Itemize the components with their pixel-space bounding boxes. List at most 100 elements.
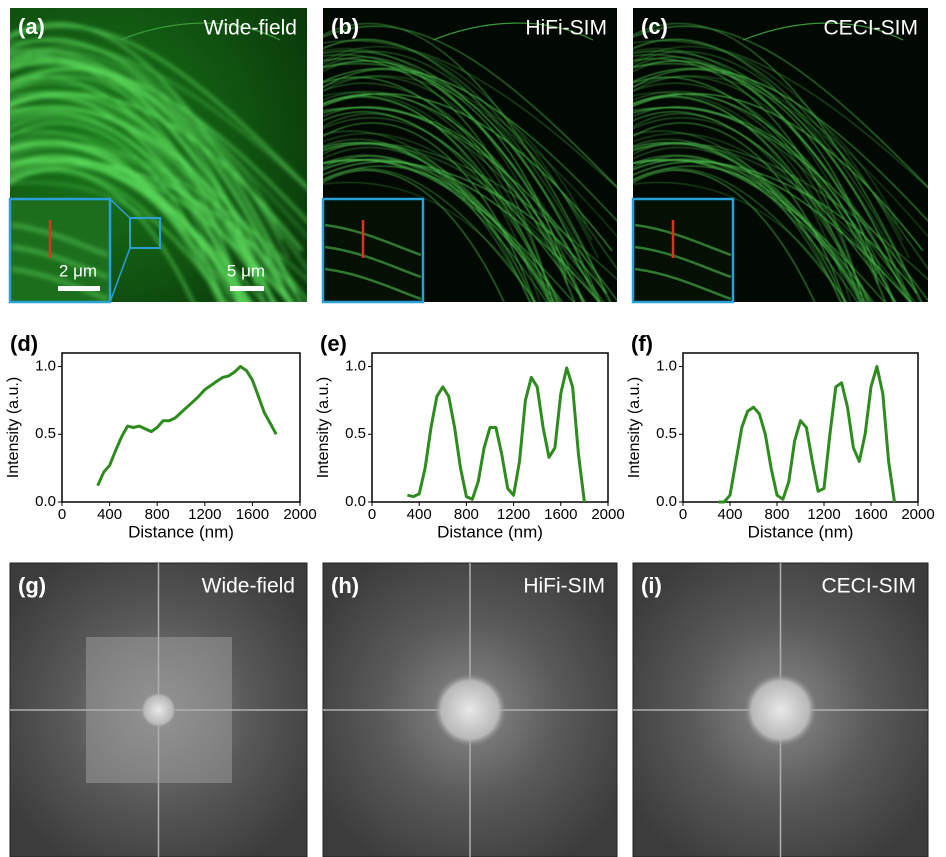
data-line xyxy=(96,365,278,487)
fiber xyxy=(10,39,307,190)
x-tick-label: 2000 xyxy=(283,506,316,523)
fiber xyxy=(633,122,846,302)
fiber xyxy=(633,56,911,302)
inset-fiber xyxy=(11,244,109,280)
fiber xyxy=(323,46,599,259)
fiber xyxy=(10,160,292,302)
x-tick-label: 800 xyxy=(764,506,789,523)
panel-label: (b) xyxy=(331,14,359,39)
fiber xyxy=(633,159,886,302)
fiber xyxy=(633,169,816,302)
fiber xyxy=(633,181,846,302)
fiber xyxy=(323,161,601,302)
fibers xyxy=(323,22,617,302)
inset-fiber xyxy=(324,223,422,257)
y-tick-label: 0.0 xyxy=(656,493,677,510)
x-axis-label: Distance (nm) xyxy=(128,522,234,541)
fibers xyxy=(10,22,307,302)
data-line xyxy=(718,365,896,504)
y-tick-label: 1.0 xyxy=(656,358,677,375)
fiber xyxy=(633,95,870,302)
x-tick-label: 800 xyxy=(454,506,479,523)
fiber xyxy=(633,159,867,302)
x-tick-label: 1200 xyxy=(188,506,221,523)
fiber xyxy=(323,146,553,302)
fiber xyxy=(10,96,231,302)
inset-fiber xyxy=(324,267,422,301)
fiber xyxy=(10,59,281,284)
fiber xyxy=(323,169,505,302)
fiber xyxy=(323,25,617,188)
x-axis-label: Distance (nm) xyxy=(748,522,854,541)
x-tick-label: 0 xyxy=(58,506,66,523)
scale-label: 5 μm xyxy=(227,261,265,280)
fiber xyxy=(323,132,600,302)
inset-fiber xyxy=(634,267,732,301)
fiber xyxy=(119,22,281,41)
fiber xyxy=(10,67,307,223)
x-tick-label: 1600 xyxy=(236,506,269,523)
fiber xyxy=(323,40,617,189)
fiber xyxy=(323,93,583,302)
fiber xyxy=(10,169,195,302)
inset-fiber xyxy=(634,245,732,279)
fiber xyxy=(633,62,928,238)
panel-label: (a) xyxy=(18,14,45,39)
y-tick-label: 0.5 xyxy=(656,425,677,442)
inset-fiber xyxy=(11,266,109,302)
fiber xyxy=(633,40,928,189)
x-tick-label: 800 xyxy=(145,506,170,523)
fiber xyxy=(633,117,862,302)
fiber xyxy=(323,69,567,276)
fiber xyxy=(633,69,878,276)
fiber xyxy=(323,95,559,302)
scale-label: 2 μm xyxy=(59,261,97,280)
fiber xyxy=(323,56,601,302)
image-title: HiFi-SIM xyxy=(523,575,605,598)
fiber xyxy=(323,117,551,302)
scale-bar xyxy=(230,286,264,291)
panel-label: (i) xyxy=(641,573,662,598)
plot-frame xyxy=(682,352,919,503)
fiber xyxy=(633,111,897,302)
x-tick-label: 400 xyxy=(97,506,122,523)
micrograph xyxy=(633,8,928,302)
fiber xyxy=(323,143,600,302)
plot-frame xyxy=(61,352,301,503)
micrograph xyxy=(10,8,307,302)
y-tick-label: 1.0 xyxy=(35,358,56,375)
y-tick-label: 0.0 xyxy=(35,493,56,510)
x-tick-label: 400 xyxy=(407,506,432,523)
fiber xyxy=(633,161,912,302)
panel-label: (c) xyxy=(641,14,668,39)
fiber xyxy=(633,96,852,302)
fiber xyxy=(633,138,842,302)
fiber xyxy=(633,132,911,302)
plot-frame xyxy=(371,352,609,503)
image-title: Wide-field xyxy=(202,575,295,598)
fiber xyxy=(633,91,864,302)
fiber xyxy=(633,146,864,302)
fiber xyxy=(10,90,243,302)
fiber xyxy=(633,113,872,302)
fiber xyxy=(10,50,298,295)
fiber xyxy=(323,60,591,283)
fiber xyxy=(633,25,928,188)
fiber xyxy=(323,165,552,302)
x-tick-label: 1200 xyxy=(497,506,530,523)
x-tick-label: 2000 xyxy=(901,506,934,523)
fiber xyxy=(10,68,257,276)
y-axis-label: Intensity (a.u.) xyxy=(5,377,22,478)
zoom-connector xyxy=(109,247,131,303)
image-title: CECI-SIM xyxy=(822,575,917,598)
fiber xyxy=(633,142,861,302)
image-title: Wide-field xyxy=(204,17,297,40)
fiber xyxy=(633,82,886,302)
fiber xyxy=(633,67,928,222)
fiber xyxy=(323,39,617,270)
data-line xyxy=(407,366,586,503)
x-tick-label: 0 xyxy=(368,506,376,523)
fiber xyxy=(10,116,242,302)
